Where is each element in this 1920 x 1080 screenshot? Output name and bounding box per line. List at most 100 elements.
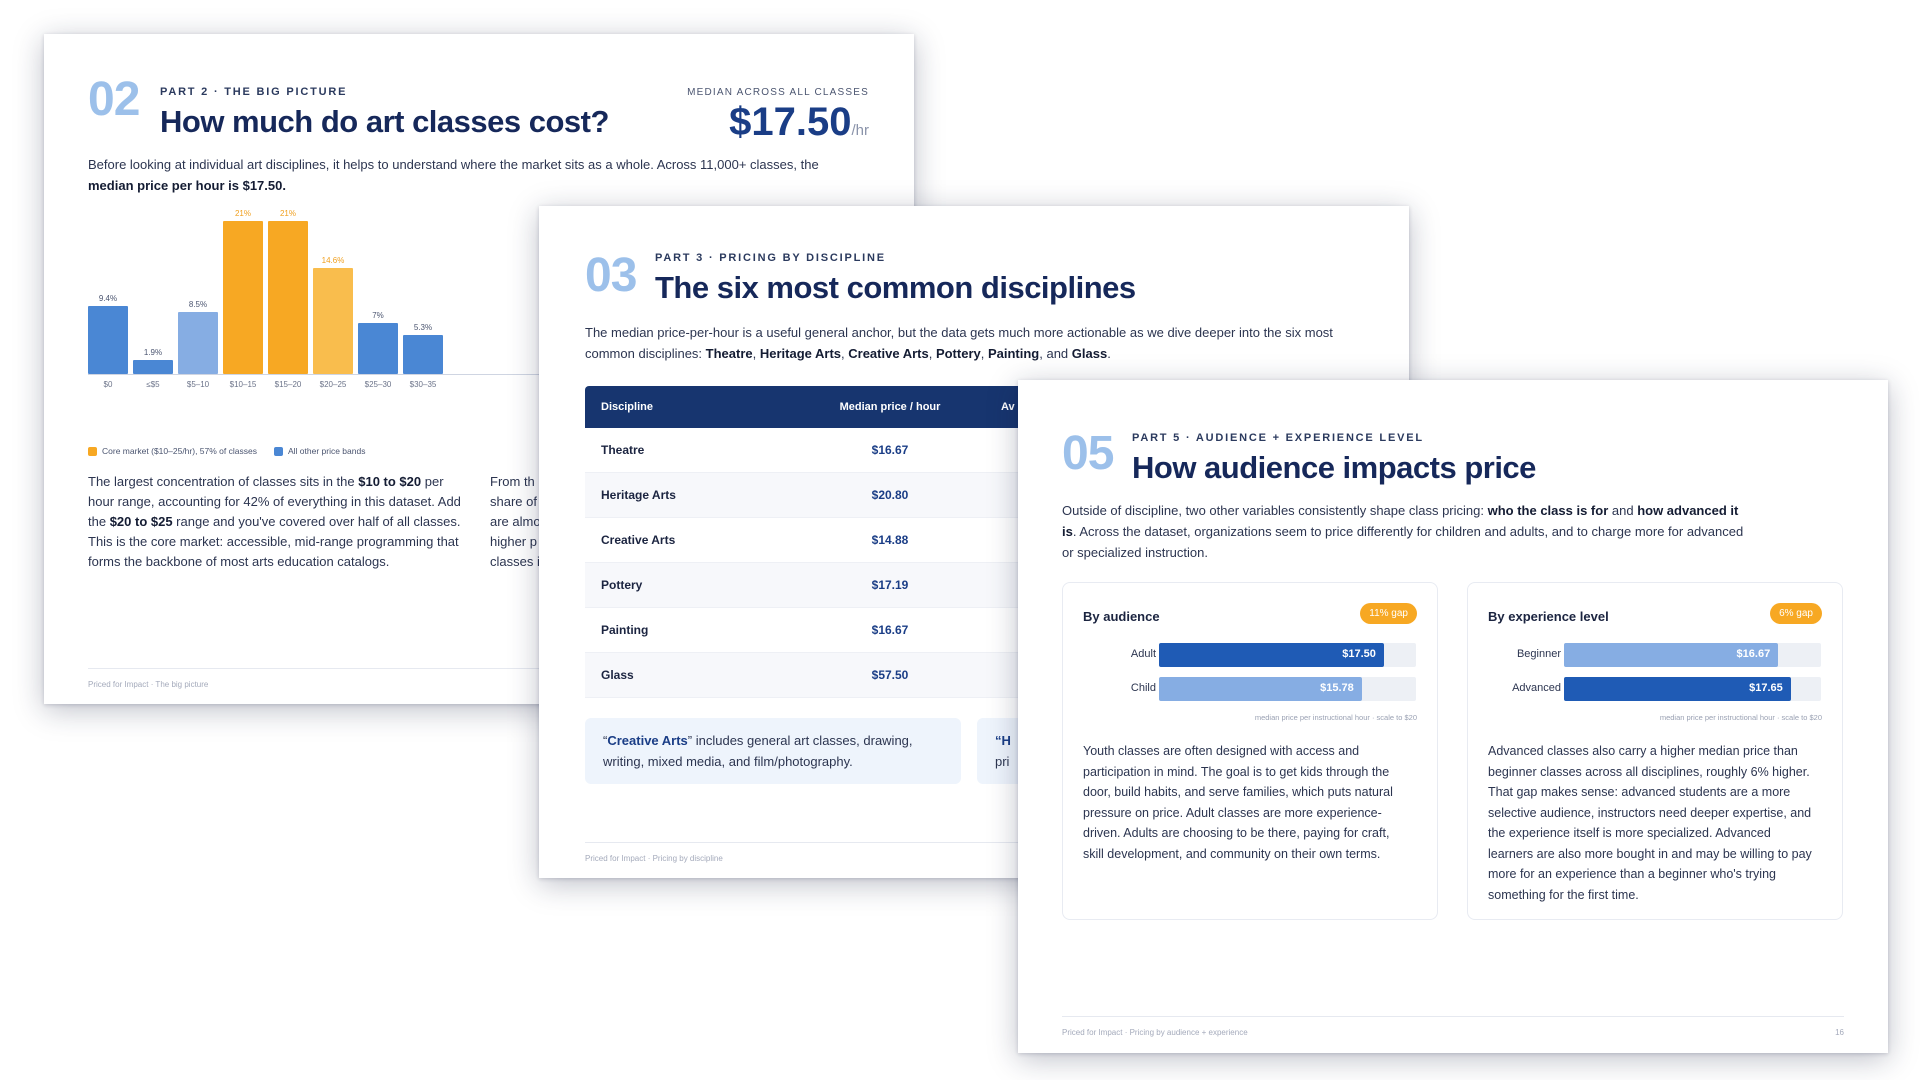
slide-title: How audience impacts price (1132, 450, 1536, 485)
lead-paragraph: The median price-per-hour is a useful ge… (585, 325, 1333, 361)
discipline-cell: Creative Arts (601, 533, 676, 547)
lead-paragraph: Before looking at individual art discipl… (88, 154, 858, 196)
lead-bold: Pottery (935, 346, 981, 361)
bar-value: $17.65 (1749, 682, 1783, 694)
creative-arts-note: “Creative Arts” includes general art cla… (585, 718, 961, 784)
card-paragraph: Youth classes are often designed with ac… (1083, 744, 1393, 861)
audience-card: By audience 11% gap Adult $17.50 Child $… (1062, 582, 1438, 920)
slide-title: The six most common disciplines (655, 270, 1136, 305)
column-header: Discipline (601, 401, 653, 413)
footer-divider (88, 668, 870, 669)
bar-value-label: 14.6% (321, 255, 345, 265)
experience-bar-advanced: Advanced $17.65 (1468, 677, 1842, 701)
audience-bar-adult: Adult $17.50 (1063, 643, 1437, 667)
discipline-cell: Theatre (601, 443, 645, 457)
table-row: Creative Arts $14.88 (585, 518, 1405, 563)
note-quote: “ (603, 733, 608, 748)
x-tick-label: $25–30 (364, 380, 392, 389)
lead-bold: Theatre (705, 346, 753, 361)
x-tick-label: ≤$5 (146, 380, 160, 389)
section-number: 03 (585, 249, 637, 302)
chart-legend: Core market ($10–25/hr), 57% of classes … (88, 446, 365, 456)
para-line: share of (490, 494, 537, 509)
table-row: Painting $16.67 (585, 608, 1405, 653)
legend-swatch-other (273, 446, 283, 456)
lead-bold: how advanced it is (1062, 503, 1739, 539)
bar-value-label: 21% (234, 209, 251, 219)
lead-text: . Across the dataset, organizations seem… (1062, 524, 1744, 560)
bar-value-label: 5.3% (413, 323, 433, 333)
lead-bold: who the class is for (1487, 503, 1609, 518)
legend-core-label: Core market ($10–25/hr), 57% of classes (102, 446, 257, 456)
bar-label: Advanced (1512, 682, 1561, 694)
chart-bar (358, 323, 398, 374)
lead-text: Outside of discipline, two other variabl… (1062, 503, 1488, 518)
column-header: Av (1001, 401, 1015, 413)
chart-bar (268, 221, 308, 374)
legend-other-label: All other price bands (287, 446, 366, 456)
discipline-cell: Heritage Arts (601, 488, 676, 502)
experience-bar-beginner: Beginner $16.67 (1468, 643, 1842, 667)
bar-fill: $15.78 (1159, 677, 1362, 701)
slide-footer: Priced for Impact · The big picture (88, 680, 209, 689)
note-line: pri (995, 754, 1010, 769)
bar-label: Child (1130, 682, 1156, 694)
chart-bar (133, 360, 173, 374)
x-tick-label: $15–20 (274, 380, 302, 389)
lead-text: Before looking at individual art discipl… (88, 157, 819, 172)
lead-paragraph: Outside of discipline, two other variabl… (1062, 500, 1752, 563)
median-cell: $20.80 (871, 488, 909, 502)
section-number: 05 (1062, 427, 1114, 480)
card-title: By audience (1083, 609, 1160, 624)
bar-track: $17.50 (1159, 643, 1416, 667)
median-cell: $16.67 (871, 443, 909, 457)
page-number: 16 (1835, 1028, 1844, 1037)
x-tick-label: $10–15 (229, 380, 257, 389)
card-paragraph: Advanced classes also carry a higher med… (1488, 744, 1812, 902)
analysis-paragraph: The largest concentration of classes sit… (88, 472, 468, 572)
bar-value: $17.50 (1342, 648, 1376, 660)
footer-divider (1062, 1016, 1844, 1017)
para-line: classes i (490, 554, 540, 569)
chart-bar (313, 267, 353, 374)
bar-label: Beginner (1516, 648, 1561, 660)
bar-track: $17.65 (1564, 677, 1821, 701)
lead-text: The median price-per-hour is a useful ge… (585, 325, 1333, 361)
para-line: are almo (490, 514, 541, 529)
note-text: ” includes general art classes, drawing,… (603, 733, 913, 769)
bar-value: $15.78 (1320, 682, 1354, 694)
bar-value-label: 7% (372, 311, 384, 321)
lead-text: and (1608, 503, 1638, 518)
bar-track: $16.67 (1564, 643, 1821, 667)
para-line: higher p (490, 534, 537, 549)
bar-value: $16.67 (1736, 648, 1771, 660)
median-label: MEDIAN ACROSS ALL CLASSES (687, 87, 869, 98)
analysis-paragraph-right: From th share of are almo higher p class… (490, 472, 550, 572)
para-text: The largest concentration of classes sit… (88, 474, 359, 489)
para-bold: $20 to $25 (109, 514, 173, 529)
slide-eyebrow: PART 2 · THE BIG PICTURE (160, 86, 348, 98)
bar-fill: $16.67 (1564, 643, 1779, 667)
chart-bar (88, 305, 128, 374)
card-title: By experience level (1488, 609, 1609, 624)
note-bold: Creative Arts (607, 733, 688, 748)
chart-bar (178, 312, 218, 374)
slide-eyebrow: PART 5 · AUDIENCE + EXPERIENCE LEVEL (1132, 432, 1424, 444)
x-tick-label: $30–35 (409, 380, 437, 389)
median-value: $17.50/hr (729, 100, 869, 145)
chart-bar (223, 221, 263, 374)
slide-part-5: 05 PART 5 · AUDIENCE + EXPERIENCE LEVEL … (1018, 380, 1888, 1053)
para-line: From th (490, 474, 535, 489)
median-cell: $14.88 (871, 533, 909, 547)
column-header: Median price / hour (839, 401, 941, 413)
scale-note: median price per instructional hour · sc… (1659, 713, 1822, 722)
median-cell: $57.50 (871, 668, 909, 682)
x-tick-label: $20–25 (319, 380, 347, 389)
para-text: range and you've covered over half of al… (88, 514, 461, 569)
bar-value-label: 1.9% (143, 348, 163, 358)
scale-note: median price per instructional hour · sc… (1254, 713, 1417, 722)
bar-label: Adult (1130, 648, 1156, 660)
median-cell: $17.19 (871, 578, 909, 592)
median-unit: /hr (851, 122, 869, 139)
slide-footer: Priced for Impact · Pricing by audience … (1062, 1028, 1248, 1037)
